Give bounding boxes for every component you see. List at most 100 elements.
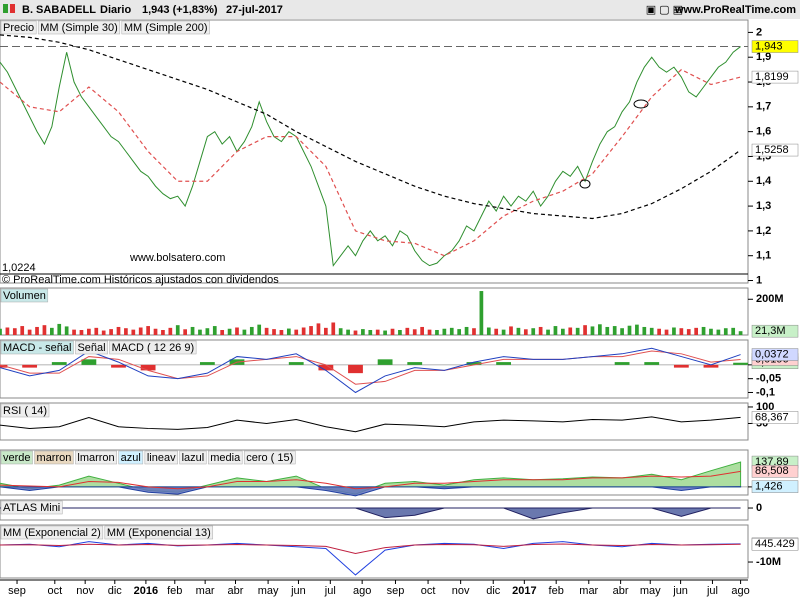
bar <box>57 323 62 335</box>
line <box>0 416 741 433</box>
y-tick-label: 2 <box>756 26 762 38</box>
area <box>0 507 741 520</box>
line <box>0 470 741 490</box>
legend-box <box>0 288 49 303</box>
bar <box>109 329 113 335</box>
low-label: 1,0224 <box>2 262 36 274</box>
line <box>0 543 741 555</box>
last-value-box <box>751 143 799 157</box>
panel <box>0 402 749 441</box>
annotation-ellipse <box>633 99 649 109</box>
bar <box>694 327 699 335</box>
bar <box>435 329 439 335</box>
bar <box>538 326 543 335</box>
bar <box>301 327 306 335</box>
legend-box <box>144 450 178 465</box>
panel <box>0 287 749 336</box>
bar <box>368 329 373 335</box>
bar <box>673 364 689 368</box>
bar <box>12 328 17 335</box>
legend-label: MM (Simple 200) <box>124 22 208 34</box>
legend-label: media <box>210 452 241 464</box>
bar <box>64 326 69 335</box>
legend-label: MACD ( 12 26 9) <box>112 342 195 354</box>
last-value-label: 21,3M <box>755 325 786 337</box>
legend-box <box>104 525 214 540</box>
legend-box <box>179 450 207 465</box>
last-value-box <box>751 411 799 424</box>
bar <box>575 327 580 335</box>
legend-label: MM (Exponencial 13) <box>107 527 211 539</box>
bar <box>27 329 32 335</box>
bar <box>331 322 336 335</box>
bar <box>486 327 491 335</box>
y-tick-label: 1,6 <box>756 126 771 138</box>
y-tick-label: 1,9 <box>756 51 771 63</box>
x-tick-label: mar <box>196 585 215 597</box>
bar <box>94 327 99 335</box>
bar <box>509 326 513 335</box>
window-buttons[interactable]: ▣ ▢ ▤ <box>646 4 683 16</box>
bar <box>383 330 387 335</box>
bar <box>111 364 126 368</box>
bar <box>249 326 254 335</box>
legend-label: MM (Simple 30) <box>40 22 118 34</box>
bar <box>635 324 639 335</box>
legend-box <box>121 20 210 35</box>
bar <box>733 362 748 365</box>
legend-label: Precio <box>3 22 34 34</box>
x-tick-label: dic <box>486 585 501 597</box>
bar <box>590 326 595 335</box>
bar <box>731 327 736 335</box>
last-value-label: 0,0372 <box>755 348 789 360</box>
legend-box <box>75 340 108 355</box>
bar <box>701 326 706 335</box>
last-value-label: 1,426 <box>755 481 783 493</box>
legend-label: azul <box>121 452 141 464</box>
last-value-label: 68,367 <box>755 411 789 423</box>
bar <box>716 329 721 335</box>
last-value-box <box>751 538 799 551</box>
bar <box>405 327 410 335</box>
symbol: B. SABADELL <box>22 4 96 16</box>
line <box>0 46 741 267</box>
bar <box>353 330 358 335</box>
legend-label: Señal <box>77 342 105 354</box>
legend-label: Volumen <box>3 290 46 302</box>
legend-box <box>34 450 74 465</box>
y-tick-label: 1,3 <box>756 200 771 212</box>
bar <box>227 328 232 335</box>
bar <box>124 328 128 335</box>
bar <box>553 326 558 335</box>
bar <box>161 329 165 335</box>
last-value-box <box>751 348 799 361</box>
x-tick-label: may <box>258 585 279 597</box>
bar <box>205 328 210 335</box>
bar <box>346 329 350 335</box>
site: www.ProRealTime.com <box>674 4 796 16</box>
bar <box>561 328 565 335</box>
bar <box>324 327 328 335</box>
bar <box>348 364 363 374</box>
line <box>0 34 741 220</box>
bar <box>146 326 150 335</box>
legend-label: cero ( 15) <box>246 452 293 464</box>
x-tick-label: 2017 <box>512 585 536 597</box>
quote: 1,943 (+1,83%) <box>142 4 218 16</box>
bar <box>516 327 521 335</box>
bar <box>703 364 719 368</box>
bar <box>168 327 173 335</box>
bar <box>568 327 573 335</box>
bar <box>479 291 484 335</box>
bar <box>87 328 91 335</box>
legend-box <box>109 340 197 355</box>
x-tick-label: ago <box>353 585 371 597</box>
x-tick-label: may <box>640 585 661 597</box>
bar <box>309 326 313 335</box>
last-value-box <box>751 465 799 478</box>
bar <box>361 329 365 335</box>
bar <box>257 324 262 335</box>
legend-box <box>0 403 50 418</box>
legend-label: MM (Exponencial 2) <box>3 527 101 539</box>
